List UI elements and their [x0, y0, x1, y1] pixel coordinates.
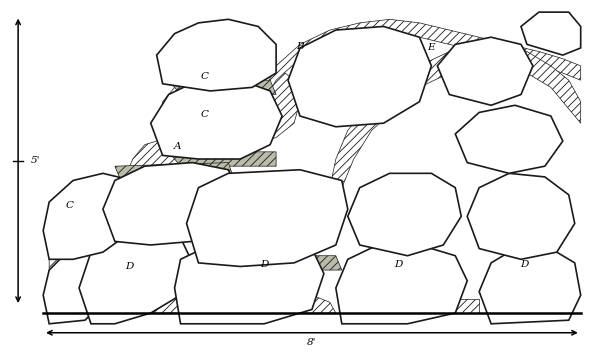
- Text: E: E: [428, 43, 435, 52]
- Text: D: D: [260, 260, 268, 269]
- Polygon shape: [288, 26, 431, 127]
- Text: D: D: [520, 260, 528, 269]
- Text: 5': 5': [31, 156, 41, 165]
- Polygon shape: [115, 162, 235, 180]
- Polygon shape: [437, 37, 533, 105]
- Polygon shape: [121, 138, 223, 195]
- Text: D: D: [125, 262, 134, 271]
- Polygon shape: [175, 242, 324, 324]
- Polygon shape: [187, 170, 348, 266]
- Polygon shape: [49, 202, 127, 313]
- Polygon shape: [151, 80, 282, 159]
- Polygon shape: [479, 249, 581, 324]
- Polygon shape: [264, 19, 581, 102]
- Text: C: C: [200, 110, 208, 119]
- Polygon shape: [103, 162, 240, 245]
- Polygon shape: [330, 44, 581, 209]
- Polygon shape: [79, 231, 193, 324]
- Polygon shape: [467, 173, 575, 259]
- Polygon shape: [348, 173, 461, 256]
- Polygon shape: [43, 245, 109, 324]
- Text: A: A: [174, 142, 181, 151]
- Text: C: C: [200, 72, 208, 81]
- Polygon shape: [163, 59, 300, 145]
- Text: 8': 8': [307, 338, 317, 347]
- Polygon shape: [365, 299, 479, 313]
- Polygon shape: [521, 12, 581, 55]
- Text: C: C: [66, 201, 74, 210]
- Polygon shape: [169, 152, 276, 166]
- Polygon shape: [455, 105, 563, 173]
- Polygon shape: [115, 295, 336, 313]
- Polygon shape: [43, 173, 145, 259]
- Polygon shape: [157, 19, 276, 91]
- Polygon shape: [336, 245, 467, 324]
- Polygon shape: [169, 80, 276, 95]
- Text: D: D: [394, 260, 403, 269]
- Text: B: B: [296, 42, 304, 51]
- Polygon shape: [193, 256, 342, 270]
